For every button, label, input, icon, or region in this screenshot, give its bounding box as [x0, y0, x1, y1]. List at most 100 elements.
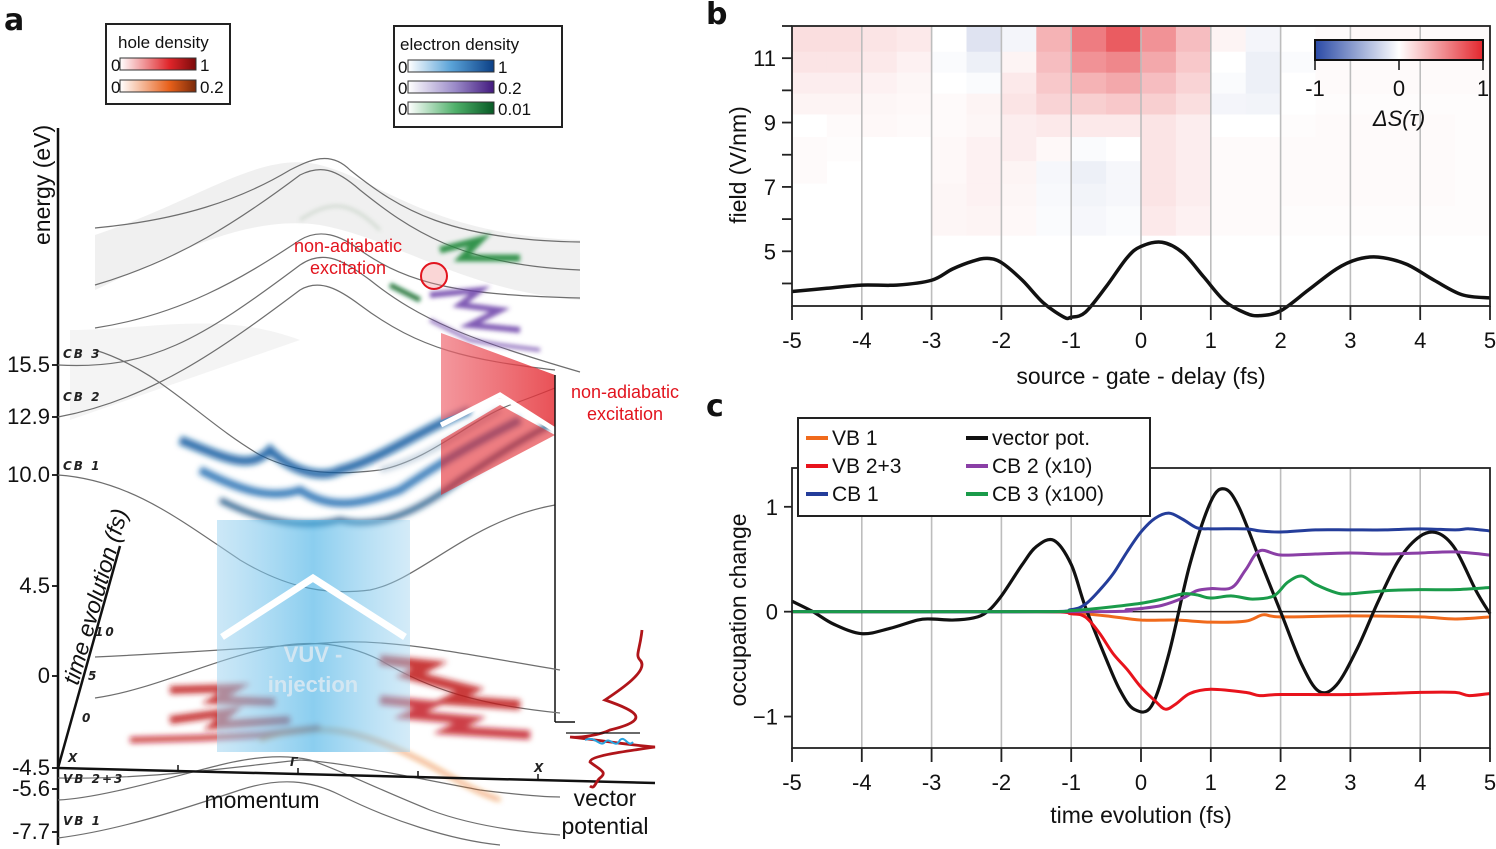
b-heatmap-cell: [1071, 72, 1107, 95]
vuv-injection-column: [217, 520, 410, 752]
b-heatmap-cell: [1175, 206, 1212, 236]
b-heatmap-cell: [1001, 206, 1037, 236]
b-heatmap-cell: [826, 206, 863, 236]
b-heatmap-cell: [966, 26, 1002, 53]
momentum-label: momentum: [204, 787, 319, 813]
b-y-tick-label: 5: [764, 239, 776, 264]
energy-tick-label: -7.7: [12, 819, 50, 844]
hole-scale-1-bar: [119, 57, 197, 71]
vector-potential-plot: vector potential: [562, 629, 656, 839]
b-gridlines: [860, 26, 1421, 306]
b-heatmap-cell: [896, 206, 933, 236]
b-heatmap-cell: [966, 137, 1002, 162]
panel-c: c -5 -4 -3 -2 -1 0 1 2 3 4 5 1 0 −1 time evolution (…: [706, 389, 1496, 828]
time-tick-10: 10: [95, 625, 116, 639]
b-heatmap-cell: [1141, 93, 1177, 116]
b-heatmap-cell: [1280, 26, 1316, 53]
time-tick-0: 0: [82, 711, 92, 725]
vuv-chevron: [220, 573, 407, 640]
c-x-tick-label: -1: [1061, 770, 1081, 795]
b-heatmap-cell: [1350, 183, 1386, 207]
b-heatmap-cell: [1001, 137, 1037, 162]
c-series-lines: [791, 487, 1492, 714]
b-x-tick-label: 1: [1205, 328, 1217, 353]
b-heatmap-cell: [1106, 206, 1142, 236]
b-heatmap-cell: [1001, 26, 1037, 53]
b-heatmap-cell: [1385, 206, 1421, 236]
b-heatmap-cell: [826, 72, 863, 95]
vuv-pulse-curve: [584, 737, 634, 745]
b-heatmap-cell: [1280, 114, 1316, 138]
c-series-cb-3-x100: [791, 574, 1491, 614]
b-y-tick-label: 11: [753, 46, 776, 71]
b-heatmap-cell: [1280, 206, 1316, 236]
energy-tick-label: 10.0: [7, 462, 50, 487]
b-heatmap-cell: [1350, 93, 1386, 116]
b-heatmap-cell: [966, 51, 1002, 74]
b-y-axis-label: field (V/nm): [725, 106, 751, 224]
vector-potential-label-line1: vector: [574, 785, 637, 811]
b-heatmap-cell: [1175, 161, 1212, 185]
b-heatmap-cell: [1071, 206, 1107, 236]
b-colorbar-tick-mid: 0: [1393, 76, 1405, 101]
energy-tick-label: -5.6: [12, 776, 50, 801]
b-x-axis-label: source - gate - delay (fs): [1016, 363, 1265, 389]
b-heatmap-cell: [966, 161, 1002, 185]
b-heatmap-cell: [1210, 114, 1247, 138]
b-heatmap-cell: [1071, 51, 1107, 74]
panel-b-label: b: [706, 0, 727, 32]
panel-b: b -5 -4 -3 -2 -1 0 1 2 3 4 5 5 7 9 11 source - gate -…: [706, 0, 1496, 389]
b-heatmap-cell: [1385, 93, 1421, 116]
b-heatmap-cell: [1420, 161, 1456, 185]
electron-scale-3-max: 0.01: [498, 100, 531, 119]
b-heatmap-cell: [861, 72, 898, 95]
b-heatmap-cell: [1385, 137, 1421, 162]
b-heatmap-cell: [966, 72, 1002, 95]
energy-tick-label: -4.5: [12, 755, 50, 780]
hole-scale-1-min: 0: [111, 56, 120, 75]
b-heatmap-cell: [1350, 72, 1386, 95]
non-adiabatic-shade-upper: [441, 333, 555, 428]
b-heatmap-cell: [1071, 26, 1107, 53]
b-heatmap-cell: [1175, 93, 1212, 116]
c-x-tick-label: -4: [852, 770, 872, 795]
cb3-sheet: [95, 162, 580, 300]
b-heatmap-cell: [826, 114, 863, 138]
b-y-tick-label: 7: [764, 175, 776, 200]
annotation-top-line1: non-adiabatic: [294, 236, 402, 256]
b-heatmap-cell: [1001, 51, 1037, 74]
b-heatmap-cell: [861, 137, 898, 162]
electron-scale-3-min: 0: [398, 100, 407, 119]
b-x-tick-label: 5: [1484, 328, 1496, 353]
band-label-vb1: VB 1: [63, 814, 102, 828]
b-heatmap-cell: [1350, 137, 1386, 162]
c-x-tick-label: 4: [1414, 770, 1426, 795]
electron-scale-1-min: 0: [398, 58, 407, 77]
b-colorbar-tick-min: -1: [1305, 76, 1325, 101]
b-heatmap-cell: [792, 161, 828, 185]
c-x-ticks: -5 -4 -3 -2 -1 0 1 2 3 4 5: [782, 748, 1496, 795]
b-heatmap-cell: [1175, 183, 1212, 207]
cb3-density: [299, 205, 541, 352]
b-heatmap-cell: [1141, 72, 1177, 95]
b-heatmap-cell: [966, 206, 1002, 236]
b-heatmap-cell: [861, 206, 898, 236]
b-heatmap-cell: [896, 137, 933, 162]
b-x-tick-label: 4: [1414, 328, 1426, 353]
electron-density-legend: electron density 0 1 0 0.2 0 0.01: [393, 25, 563, 128]
time-axis-label: time evolution (fs): [58, 506, 133, 688]
b-heatmap-cell: [826, 137, 863, 162]
b-heatmap-cell: [1210, 51, 1247, 74]
energy-axis-label: energy (eV): [29, 125, 55, 245]
c-x-tick-label: 2: [1274, 770, 1286, 795]
momentum-point-gamma: Γ: [290, 755, 300, 769]
b-heatmap-cell: [1141, 137, 1177, 162]
panel-c-label: c: [706, 389, 724, 424]
b-heatmap-cell: [1210, 206, 1247, 236]
b-heatmap-cell: [861, 93, 898, 116]
b-heatmap-cell: [861, 183, 898, 207]
b-heatmap-cell: [1245, 206, 1282, 236]
b-heatmap-cell: [1315, 114, 1351, 138]
b-heatmap-cell: [1106, 72, 1142, 95]
b-x-tick-label: -5: [782, 328, 802, 353]
